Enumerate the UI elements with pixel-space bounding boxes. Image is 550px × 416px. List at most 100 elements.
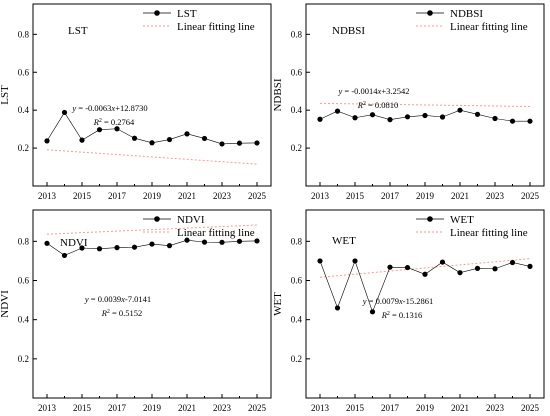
data-point (44, 240, 50, 246)
y-tick-label: 0.6 (18, 67, 30, 77)
legend-series-marker (154, 10, 160, 16)
y-tick-label: 0.4 (18, 105, 30, 115)
x-tick-label: 2021 (178, 191, 196, 201)
data-point (254, 140, 260, 146)
data-point (439, 114, 446, 120)
data-point (527, 118, 533, 124)
data-point (79, 137, 85, 143)
panel-tag: NDBSI (332, 25, 365, 37)
y-tick-label: 0.4 (18, 315, 30, 325)
legend-series-label: NDBSI (450, 8, 483, 20)
data-point (387, 117, 393, 123)
x-tick-label: 2025 (521, 191, 540, 201)
y-tick-label: 0.8 (291, 236, 303, 246)
legend-fit-label: Linear fitting line (177, 21, 255, 33)
data-point (492, 266, 498, 272)
data-point (236, 238, 243, 244)
data-point (492, 115, 498, 122)
y-axis-label: WET (272, 292, 284, 316)
data-point (79, 245, 85, 251)
x-tick-label: 2017 (108, 403, 127, 413)
y-tick-label: 0.8 (291, 29, 303, 39)
data-point (96, 127, 103, 133)
data-point (114, 126, 120, 132)
data-point (317, 258, 323, 264)
y-tick-label: 0.8 (18, 236, 30, 246)
legend-series-label: LST (177, 8, 197, 20)
y-tick-label: 0.2 (291, 354, 302, 364)
x-tick-label: 2023 (486, 403, 505, 413)
data-point (439, 259, 446, 265)
data-point (404, 264, 411, 271)
x-tick-label: 2025 (248, 403, 267, 413)
fit-line (46, 224, 258, 235)
x-tick-label: 2013 (38, 191, 57, 201)
y-axis-label: NDBSI (272, 78, 284, 111)
y-tick-label: 0.2 (18, 143, 29, 153)
x-tick-label: 2019 (143, 191, 162, 201)
data-point (509, 118, 516, 124)
data-point (527, 263, 533, 269)
fit-line (46, 149, 258, 165)
fit-r-squared: R2 = 0.5152 (101, 308, 143, 318)
legend-fit-label: Linear fitting line (450, 21, 528, 33)
x-tick-label: 2023 (213, 191, 232, 201)
data-point (201, 135, 208, 142)
chart-panel-wet: 0.2 0.4 0.6 0.8 2013 2015 2017 2019 2021 2023 2025… (272, 209, 545, 413)
data-point (131, 135, 138, 141)
fit-line (319, 258, 531, 278)
x-tick-label: 2015 (73, 403, 92, 413)
x-tick-label: 2015 (346, 191, 365, 201)
data-point (201, 239, 208, 245)
legend-fit-label: Linear fitting line (177, 227, 255, 239)
x-tick-label: 2021 (451, 403, 469, 413)
y-tick-label: 0.2 (18, 354, 29, 364)
data-point (457, 107, 463, 113)
x-tick-label: 2013 (38, 403, 57, 413)
y-axis-label: LST (0, 85, 11, 105)
data-point (166, 243, 173, 249)
data-point (44, 138, 50, 144)
data-point (352, 258, 358, 264)
y-tick-label: 0.4 (291, 105, 303, 115)
legend-series-marker (427, 10, 433, 16)
data-point (166, 136, 173, 143)
fit-equation: y = -0.0063x+12.8730 (71, 103, 147, 113)
chart-panel-ndvi: 0.2 0.4 0.6 0.8 2013 2015 2017 2019 2021 2023 2025… (0, 209, 272, 413)
fit-equation: y = 0.0039x-7.0141 (84, 294, 151, 304)
x-tick-label: 2015 (73, 191, 92, 201)
y-axis-label: NDVI (0, 290, 11, 318)
data-point (369, 112, 376, 118)
data-point (334, 305, 341, 311)
x-tick-label: 2021 (178, 403, 196, 413)
y-tick-label: 0.2 (291, 143, 302, 153)
data-point (149, 241, 155, 247)
x-tick-label: 2017 (381, 403, 400, 413)
y-tick-label: 0.6 (291, 276, 303, 286)
data-point (317, 116, 323, 122)
data-point (369, 309, 376, 315)
data-point (474, 111, 481, 117)
data-point (61, 109, 68, 116)
data-point (254, 238, 260, 244)
data-point (184, 131, 190, 137)
data-point (387, 264, 393, 270)
data-point (219, 239, 225, 245)
series-line (46, 111, 258, 145)
panel-tag: WET (332, 235, 356, 247)
data-point (474, 265, 481, 271)
x-tick-label: 2013 (311, 191, 330, 201)
x-tick-label: 2017 (381, 191, 400, 201)
x-tick-label: 2023 (213, 403, 232, 413)
chart-panel-lst: 0.2 0.4 0.6 0.8 2013 2015 2017 2019 2021 2023 2025… (0, 3, 272, 201)
x-tick-label: 2017 (108, 191, 127, 201)
fit-line (319, 102, 531, 108)
x-tick-label: 2019 (416, 191, 435, 201)
data-point (219, 141, 225, 147)
fit-r-squared: R2 = 0.1316 (381, 310, 423, 320)
data-point (422, 112, 428, 119)
legend-series-marker (427, 216, 433, 222)
fit-equation: y = -0.0014x+3.2542 (338, 86, 410, 96)
y-tick-label: 0.8 (18, 29, 30, 39)
